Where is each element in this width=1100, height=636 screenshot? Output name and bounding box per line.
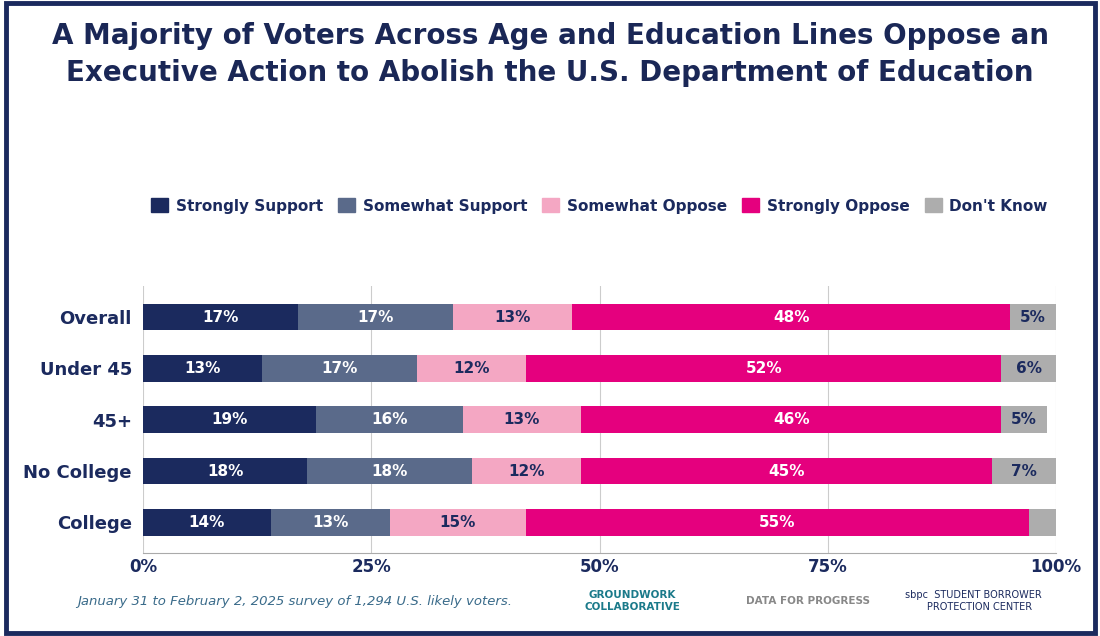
Text: 55%: 55% <box>759 515 795 530</box>
Bar <box>298 303 453 330</box>
Text: 16%: 16% <box>372 412 408 427</box>
Text: 46%: 46% <box>773 412 810 427</box>
Text: A Majority of Voters Across Age and Education Lines Oppose an
Executive Action t: A Majority of Voters Across Age and Educ… <box>52 22 1048 87</box>
Bar <box>527 355 1001 382</box>
Bar <box>143 303 298 330</box>
Bar <box>572 303 1010 330</box>
Text: 13%: 13% <box>504 412 540 427</box>
Bar <box>1010 303 1056 330</box>
Bar <box>472 458 581 485</box>
Text: 7%: 7% <box>1011 464 1037 479</box>
Bar <box>389 509 527 536</box>
Bar <box>317 406 463 433</box>
Bar <box>143 406 317 433</box>
Text: DATA FOR PROGRESS: DATA FOR PROGRESS <box>747 596 870 606</box>
Bar <box>453 303 572 330</box>
Bar <box>271 509 389 536</box>
Text: 12%: 12% <box>508 464 544 479</box>
Bar <box>417 355 527 382</box>
Bar <box>143 509 271 536</box>
Text: 18%: 18% <box>207 464 243 479</box>
Text: sbpc  STUDENT BORROWER
       PROTECTION CENTER: sbpc STUDENT BORROWER PROTECTION CENTER <box>905 590 1042 612</box>
Bar <box>262 355 417 382</box>
Text: 15%: 15% <box>440 515 476 530</box>
Text: 13%: 13% <box>495 310 531 324</box>
Text: 5%: 5% <box>1011 412 1037 427</box>
Text: 52%: 52% <box>746 361 782 376</box>
Text: 48%: 48% <box>773 310 810 324</box>
Text: 6%: 6% <box>1015 361 1042 376</box>
Bar <box>1001 355 1056 382</box>
Text: 13%: 13% <box>184 361 220 376</box>
Text: 17%: 17% <box>358 310 394 324</box>
Bar <box>527 509 1028 536</box>
Bar <box>462 406 581 433</box>
Bar <box>1001 406 1047 433</box>
Bar <box>1028 509 1056 536</box>
Text: 5%: 5% <box>1020 310 1046 324</box>
Text: GROUNDWORK
COLLABORATIVE: GROUNDWORK COLLABORATIVE <box>584 590 681 612</box>
Bar <box>143 355 262 382</box>
Bar <box>307 458 472 485</box>
Text: 12%: 12% <box>453 361 490 376</box>
Text: 18%: 18% <box>372 464 408 479</box>
Text: 14%: 14% <box>189 515 226 530</box>
Text: January 31 to February 2, 2025 survey of 1,294 U.S. likely voters.: January 31 to February 2, 2025 survey of… <box>77 595 512 607</box>
Text: 13%: 13% <box>312 515 349 530</box>
Text: 45%: 45% <box>769 464 805 479</box>
Text: 19%: 19% <box>211 412 248 427</box>
Bar <box>992 458 1056 485</box>
Bar <box>581 458 992 485</box>
Text: 17%: 17% <box>321 361 358 376</box>
Text: 17%: 17% <box>202 310 239 324</box>
Bar <box>581 406 1001 433</box>
Legend: Strongly Support, Somewhat Support, Somewhat Oppose, Strongly Oppose, Don't Know: Strongly Support, Somewhat Support, Some… <box>145 192 1054 219</box>
Bar <box>143 458 307 485</box>
